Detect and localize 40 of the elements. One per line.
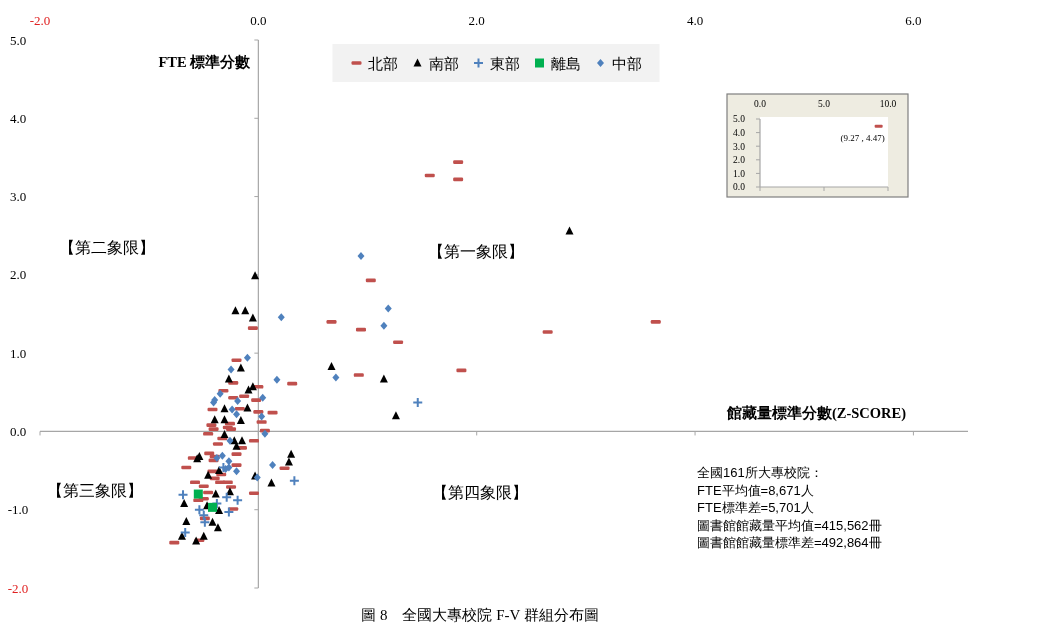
y-tick-label: -2.0 (7, 580, 29, 596)
y-tick-label: 1.0 (733, 168, 746, 179)
annotation: 圖書館館藏量平均值=415,562冊 (697, 518, 882, 533)
x-axis-title: 館藏量標準分數(Z-SCORE) (725, 405, 907, 423)
x-tick-label: 6.0 (905, 13, 922, 28)
x-tick-label: 10.0 (879, 99, 897, 109)
x-tick-label: 2.0 (468, 13, 485, 28)
legend-label: 離島 (550, 54, 581, 72)
y-tick-label: 3.0 (9, 189, 27, 205)
y-tick-label: 5.0 (733, 114, 746, 125)
legend-label: 北部 (367, 54, 398, 72)
y-tick-label: 1.0 (9, 345, 27, 361)
annotation: 【第三象限】 (47, 482, 143, 499)
annotation: 圖書館館藏量標準差=492,864冊 (697, 535, 882, 550)
y-tick-label: 0.0 (9, 423, 27, 439)
caption: 圖 8 全國大專校院 F-V 群組分布圖 (361, 607, 599, 623)
legend-label: 東部 (489, 54, 520, 72)
y-tick-label: -1.0 (7, 502, 29, 518)
x-tick-label: 5.0 (818, 99, 831, 109)
legend-label: 中部 (611, 54, 642, 72)
y-axis-title: FTE 標準分數 (158, 54, 252, 70)
annotation: (9.27 , 4.47) (840, 133, 885, 144)
annotation: 【第一象限】 (428, 243, 524, 260)
x-tick-label: 0.0 (250, 13, 267, 28)
x-tick-label: 4.0 (686, 13, 704, 28)
annotation: FTE平均值=8,671人 (697, 483, 814, 498)
annotation: 全國161所大專校院： (697, 465, 823, 480)
x-tick-label: 0.0 (754, 99, 767, 109)
x-tick-label: -2.0 (29, 13, 51, 28)
legend-label: 南部 (428, 54, 459, 72)
y-tick-label: 3.0 (733, 141, 746, 152)
annotation: 【第四象限】 (432, 484, 528, 501)
y-tick-label: 4.0 (733, 127, 746, 138)
y-tick-label: 2.0 (733, 155, 746, 166)
annotation: 【第二象限】 (59, 239, 155, 256)
y-tick-label: 5.0 (9, 32, 27, 48)
annotation: FTE標準差=5,701人 (697, 500, 814, 515)
y-tick-label: 2.0 (9, 267, 27, 283)
y-tick-label: 0.0 (733, 182, 746, 193)
y-tick-label: 4.0 (9, 110, 27, 126)
